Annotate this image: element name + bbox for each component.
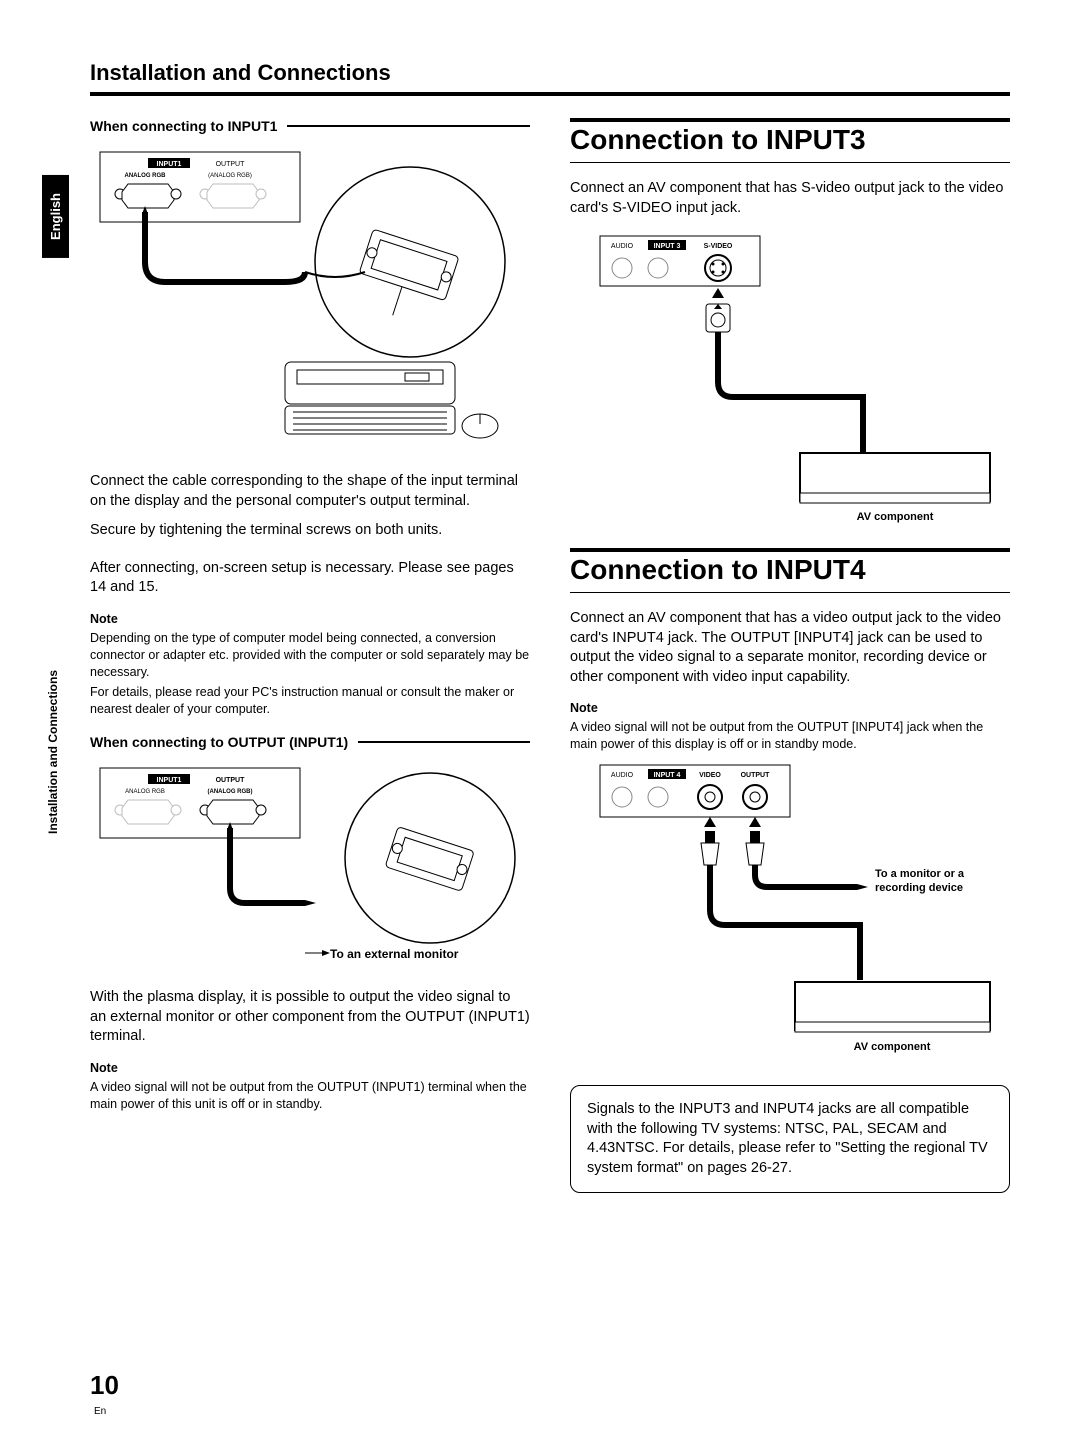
svg-text:INPUT 4: INPUT 4 xyxy=(654,772,681,779)
p-with-plasma: With the plasma display, it is possible … xyxy=(90,988,530,1047)
svg-text:AV component: AV component xyxy=(854,1041,931,1053)
subhead-input1: When connecting to INPUT1 xyxy=(90,118,530,134)
figure-input3: AUDIO INPUT 3 S-VIDEO xyxy=(570,228,1010,528)
svg-text:OUTPUT: OUTPUT xyxy=(216,161,246,168)
p-input4: Connect an AV component that has a video… xyxy=(570,609,1010,687)
figure-input1: INPUT1 OUTPUT ANALOG RGB (ANALOG RGB) xyxy=(90,142,530,462)
rule-thin-2 xyxy=(570,592,1010,593)
right-column: Connection to INPUT3 Connect an AV compo… xyxy=(570,118,1010,1193)
svg-text:S-VIDEO: S-VIDEO xyxy=(704,243,733,250)
note1a: Depending on the type of computer model … xyxy=(90,630,530,681)
sidebar-language-tab: English xyxy=(42,175,69,258)
note2: A video signal will not be output from t… xyxy=(90,1079,530,1113)
subhead-output-label: When connecting to OUTPUT (INPUT1) xyxy=(90,734,348,750)
page-title: Installation and Connections xyxy=(90,60,1010,96)
svg-text:ANALOG RGB: ANALOG RGB xyxy=(125,173,167,179)
subhead-output: When connecting to OUTPUT (INPUT1) xyxy=(90,734,530,750)
heading-input3: Connection to INPUT3 xyxy=(570,124,1010,156)
svg-text:INPUT 3: INPUT 3 xyxy=(654,243,681,250)
svg-text:OUTPUT: OUTPUT xyxy=(741,772,771,779)
left-column: When connecting to INPUT1 INPUT1 OUTPUT … xyxy=(90,118,530,1193)
p-after: After connecting, on-screen setup is nec… xyxy=(90,559,530,598)
svg-text:AUDIO: AUDIO xyxy=(611,772,634,779)
svg-text:INPUT1: INPUT1 xyxy=(157,161,182,168)
subhead-input1-label: When connecting to INPUT1 xyxy=(90,118,277,134)
figure-output1: INPUT1 OUTPUT ANALOG RGB (ANALOG RGB) xyxy=(90,758,530,978)
rule-thick-2 xyxy=(570,548,1010,552)
svg-text:AUDIO: AUDIO xyxy=(611,243,634,250)
svg-text:AV component: AV component xyxy=(857,511,934,523)
svg-text:ANALOG RGB: ANALOG RGB xyxy=(125,789,165,795)
svg-text:VIDEO: VIDEO xyxy=(699,772,721,779)
page-number: 10 xyxy=(90,1370,119,1401)
p-secure: Secure by tightening the terminal screws… xyxy=(90,521,530,541)
note3: A video signal will not be output from t… xyxy=(570,719,1010,753)
heading-input4: Connection to INPUT4 xyxy=(570,554,1010,586)
p-connect: Connect the cable corresponding to the s… xyxy=(90,472,530,511)
note1-label: Note xyxy=(90,612,530,626)
page-lang: En xyxy=(94,1406,106,1417)
note2-label: Note xyxy=(90,1061,530,1075)
svg-text:To a monitor or arecording dev: To a monitor or arecording device xyxy=(875,868,965,894)
svg-text:(ANALOG RGB): (ANALOG RGB) xyxy=(208,789,253,795)
svg-text:OUTPUT: OUTPUT xyxy=(216,777,246,784)
note3-label: Note xyxy=(570,701,1010,715)
sidebar-section-tab: Installation and Connections xyxy=(42,660,64,844)
page-content: Installation and Connections When connec… xyxy=(90,60,1010,1193)
rule-thick-1 xyxy=(570,118,1010,122)
svg-text:To an external monitor: To an external monitor xyxy=(330,947,459,961)
note1b: For details, please read your PC's instr… xyxy=(90,684,530,718)
info-box: Signals to the INPUT3 and INPUT4 jacks a… xyxy=(570,1085,1010,1193)
figure-input4: AUDIO INPUT 4 VIDEO OUTPUT xyxy=(570,757,1010,1067)
rule-thin-1 xyxy=(570,162,1010,163)
svg-text:INPUT1: INPUT1 xyxy=(157,777,182,784)
svg-text:(ANALOG RGB): (ANALOG RGB) xyxy=(208,173,252,179)
p-input3: Connect an AV component that has S-video… xyxy=(570,179,1010,218)
